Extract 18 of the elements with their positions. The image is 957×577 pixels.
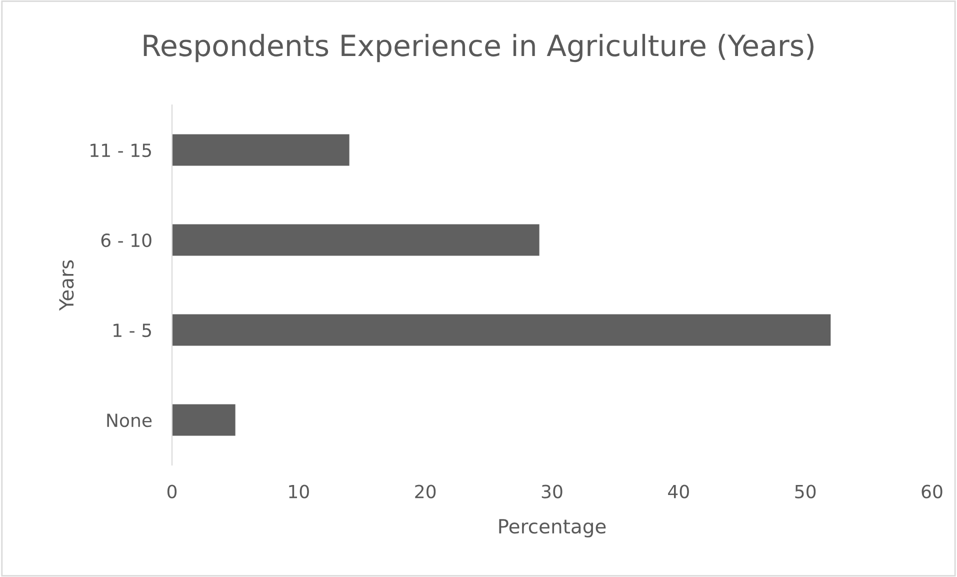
x-tick-label: 40 [668,484,689,498]
y-tick-label: 11 - 15 [90,144,151,158]
x-tick-label: 20 [415,484,436,498]
x-tick-label: 50 [795,484,816,498]
chart-title: Respondents Experience in Agriculture (Years) [144,34,814,62]
x-tick-label: 60 [922,484,942,498]
x-tick-label: 0 [167,484,177,498]
bar [172,134,350,166]
x-tick-label: 30 [542,484,562,498]
y-tick-label: None [107,414,152,428]
y-tick-label: 6 - 10 [101,233,152,248]
y-axis-title: Years [59,260,74,311]
x-axis-title: Percentage [499,519,606,538]
bar [172,314,831,346]
x-tick-label: 10 [289,484,309,498]
bar [172,404,236,436]
bar [172,224,540,256]
y-tick-label: 1 - 5 [114,324,151,338]
